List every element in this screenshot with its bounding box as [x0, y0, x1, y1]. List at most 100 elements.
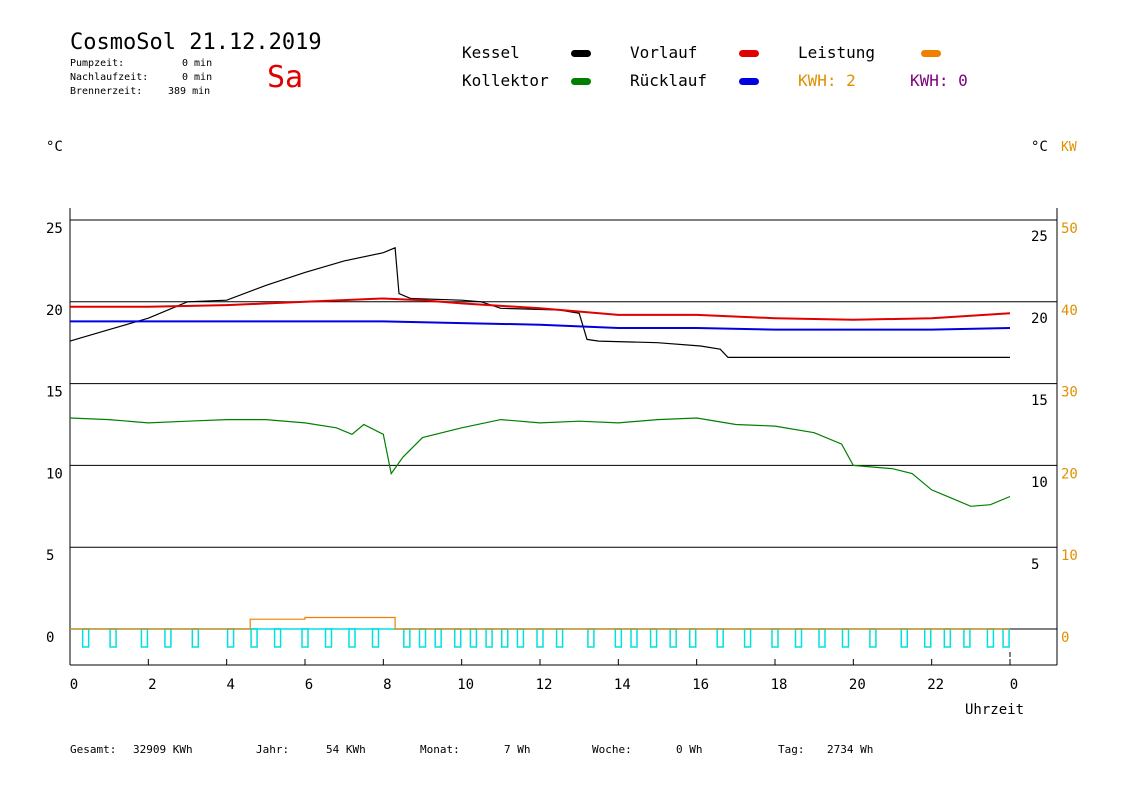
- right-tick-label: 25: [1031, 229, 1048, 245]
- x-tick-label: 14: [614, 677, 631, 693]
- left-tick-label: 5: [46, 548, 54, 564]
- pump-pulse: [516, 628, 525, 648]
- weekday: Sa: [267, 60, 304, 95]
- left-unit-label: °C: [46, 139, 63, 155]
- brennerzeit-label: Brennerzeit:: [70, 86, 143, 97]
- jahr-value: 54 KWh: [326, 743, 366, 756]
- left-tick-label: 15: [46, 385, 63, 401]
- legend-kwh-other: KWH: 0: [910, 71, 968, 90]
- legend-kessel-label: Kessel: [462, 43, 520, 62]
- x-tick-label: 16: [692, 677, 709, 693]
- pump-pulse: [794, 628, 803, 648]
- nachlaufzeit-value: 0 min: [182, 72, 213, 83]
- legend-vorlauf-swatch: [739, 50, 759, 57]
- legend-ruecklauf-swatch: [739, 78, 759, 85]
- x-tick-label: 8: [383, 677, 391, 693]
- woche-value: 0 Wh: [676, 743, 703, 756]
- right-tick-label: 15: [1031, 393, 1048, 409]
- monat-label: Monat:: [420, 743, 460, 756]
- x-tick-label: 0: [1010, 677, 1018, 693]
- left-tick-label: 10: [46, 466, 63, 482]
- pump-pulse: [869, 628, 877, 648]
- gesamt-label: Gesamt:: [70, 743, 117, 756]
- pump-pulse: [348, 628, 356, 648]
- x-tick-label: 0: [70, 677, 78, 693]
- left-tick-label: 0: [46, 630, 54, 646]
- right-unit-label: °C: [1031, 139, 1048, 155]
- right-tick-label: 10: [1031, 475, 1048, 491]
- legend-leistung-label: Leistung: [798, 43, 876, 62]
- vorlauf-line: [70, 297, 1011, 321]
- pump-pulse: [485, 628, 493, 648]
- pump-pulse: [555, 628, 564, 648]
- nachlaufzeit-label: Nachlaufzeit:: [70, 72, 149, 83]
- pump-pulse: [963, 628, 971, 648]
- brennerzeit-value: 389 min: [168, 86, 211, 97]
- tag-label: Tag:: [778, 743, 805, 756]
- pump-pulse: [943, 628, 952, 648]
- pump-pulse: [164, 628, 172, 648]
- right-tick-label: 5: [1031, 557, 1039, 573]
- pump-pulse: [273, 628, 282, 648]
- tag-value: 2734 Wh: [827, 743, 874, 756]
- kessel-line: [69, 246, 1010, 358]
- x-tick-label: 6: [305, 677, 313, 693]
- x-tick-label: 18: [771, 677, 788, 693]
- pump-pulse: [454, 628, 462, 648]
- x-tick-label: 2: [148, 677, 156, 693]
- legend-kollektor-swatch: [571, 78, 591, 85]
- legend-kollektor-label: Kollektor: [462, 71, 549, 90]
- pump-pulse: [226, 628, 235, 648]
- kw-tick-label: 30: [1061, 385, 1078, 401]
- pump-pulse: [250, 628, 258, 648]
- x-tick-label: 22: [927, 677, 944, 693]
- left-tick-label: 25: [46, 221, 63, 237]
- pump-pulse: [418, 628, 427, 648]
- ruecklauf-line: [70, 320, 1011, 331]
- x-tick-label: 20: [849, 677, 866, 693]
- pumpzeit-value: 0 min: [182, 58, 213, 69]
- pump-pulse: [536, 628, 544, 648]
- kw-tick-label: 20: [1061, 466, 1078, 482]
- legend-kwh-leistung: KWH: 2: [798, 71, 856, 90]
- pump-pulse: [986, 628, 995, 648]
- pump-pulse: [689, 628, 697, 648]
- legend-kessel-swatch: [571, 50, 591, 57]
- kw-tick-label: 10: [1061, 548, 1078, 564]
- pump-pulse: [841, 628, 850, 648]
- pump-pulse: [900, 628, 908, 648]
- x-tick-label: 12: [536, 677, 553, 693]
- pump-pulse: [109, 628, 117, 648]
- gesamt-value: 32909 KWh: [133, 743, 193, 756]
- woche-label: Woche:: [592, 743, 632, 756]
- pump-pulse: [771, 628, 779, 648]
- x-tick-label: 10: [457, 677, 474, 693]
- legend-leistung-swatch: [921, 50, 941, 57]
- kw-tick-label: 40: [1061, 303, 1078, 319]
- pumpzeit-label: Pumpzeit:: [70, 58, 125, 69]
- pump-pulse: [614, 628, 623, 648]
- pump-pulse: [818, 628, 826, 648]
- pump-pulse: [587, 628, 595, 648]
- x-axis-label: Uhrzeit: [965, 702, 1024, 718]
- pump-pulse: [371, 628, 380, 648]
- pump-pulse: [649, 628, 658, 648]
- pump-pulse: [630, 628, 638, 648]
- legend-vorlauf-label: Vorlauf: [630, 43, 698, 62]
- pump-pulse: [716, 628, 724, 648]
- pump-pulse: [301, 628, 309, 648]
- kw-tick-label: 50: [1061, 221, 1078, 237]
- pump-pulse: [669, 628, 677, 648]
- pump-pulse: [140, 628, 149, 648]
- pump-pulse: [81, 628, 90, 648]
- pump-pulse: [191, 628, 200, 648]
- chart-title: CosmoSol 21.12.2019: [70, 30, 322, 55]
- leistung-line: [70, 616, 1010, 630]
- pump-pulse: [434, 628, 442, 648]
- pump-pulse: [501, 628, 509, 648]
- right-tick-label: 20: [1031, 311, 1048, 327]
- left-tick-label: 20: [46, 303, 63, 319]
- pump-pulse: [1002, 628, 1010, 648]
- pump-pulse: [743, 628, 752, 648]
